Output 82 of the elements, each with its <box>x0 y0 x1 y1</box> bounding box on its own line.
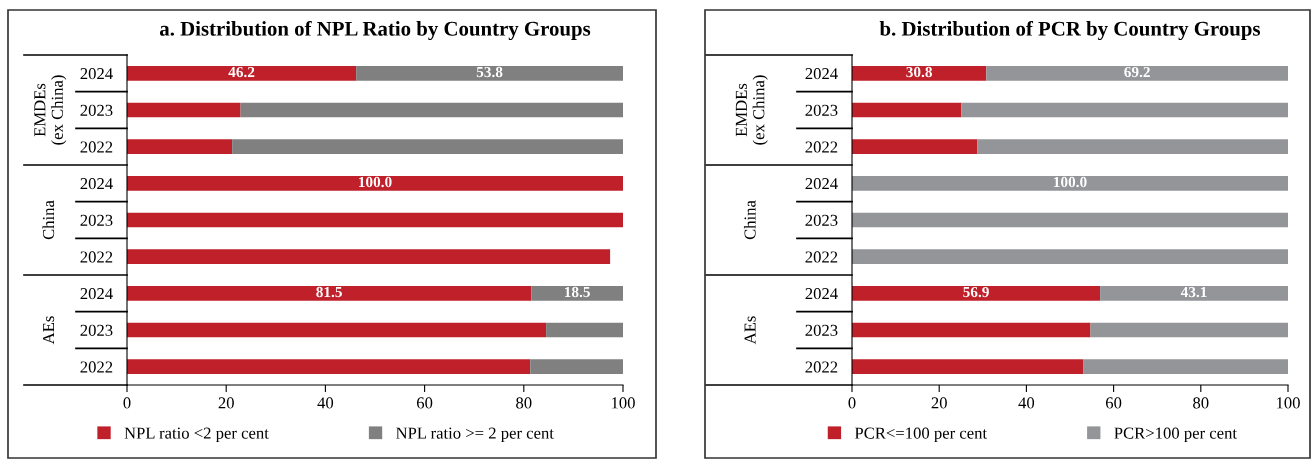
bar <box>127 176 623 191</box>
y-tick-label: 2024 <box>805 288 838 300</box>
legend-label: PCR<=100 per cent <box>854 427 987 443</box>
y-tick-label: 2023 <box>80 214 113 226</box>
y-tick-label: 2022 <box>80 141 113 153</box>
y-tick-label: 2024 <box>80 288 113 300</box>
data-label: 30.8 <box>906 66 933 78</box>
bar <box>127 66 357 81</box>
x-tick-label: 20 <box>218 397 234 409</box>
x-tick-label: 0 <box>123 397 131 409</box>
bar <box>127 102 241 118</box>
y-tick-label: 2022 <box>805 251 838 263</box>
bar <box>546 322 623 338</box>
bar <box>852 176 1288 191</box>
bar <box>240 102 623 118</box>
bar <box>852 139 978 154</box>
bar <box>852 249 1288 264</box>
data-label: 81.5 <box>316 286 342 298</box>
bar <box>1083 359 1288 374</box>
bar <box>356 66 623 81</box>
bar <box>961 102 1288 118</box>
x-tick-label: 80 <box>1193 397 1209 409</box>
x-tick-label: 20 <box>931 397 947 409</box>
data-label: 43.1 <box>1180 286 1207 298</box>
data-label: 46.2 <box>228 66 255 78</box>
y-tick-label: 2023 <box>80 324 113 336</box>
x-tick-label: 80 <box>516 397 532 409</box>
bar <box>852 66 987 81</box>
bar <box>852 322 1091 338</box>
bar <box>1090 322 1288 338</box>
data-label: 69.2 <box>1124 66 1150 78</box>
data-label: 100.0 <box>1054 176 1087 188</box>
data-label: 100.0 <box>359 176 392 188</box>
legend-label: NPL ratio >= 2 per cent <box>396 427 554 443</box>
bar <box>986 66 1288 81</box>
chart-title: a. Distribution of NPL Ratio by Country Groups <box>159 20 591 41</box>
y-tick-label: 2024 <box>80 178 113 190</box>
bar <box>127 139 233 154</box>
legend-label: NPL ratio <2 per cent <box>124 427 269 443</box>
text: AEs <box>43 316 55 345</box>
data-label: 53.8 <box>476 66 503 78</box>
y-tick-label: 2022 <box>80 361 113 373</box>
bar <box>977 139 1288 154</box>
x-tick-label: 0 <box>848 397 856 409</box>
bar <box>852 359 1084 374</box>
text: EMDEs (ex China) <box>735 75 768 145</box>
y-tick-label: 2023 <box>80 104 113 116</box>
y-tick-label: 2024 <box>805 178 838 190</box>
y-tick-label: 2022 <box>80 251 113 263</box>
x-tick-label: 100 <box>1276 397 1300 409</box>
y-tick-label: 2023 <box>805 214 838 226</box>
x-tick-label: 60 <box>416 397 433 409</box>
bar <box>531 286 623 301</box>
bar <box>1100 286 1288 301</box>
bar <box>127 249 611 264</box>
x-tick-label: 60 <box>1105 397 1122 409</box>
y-tick-label: 2024 <box>80 68 113 80</box>
bar <box>127 212 623 228</box>
text: AEs <box>744 316 756 345</box>
y-tick-label: 2023 <box>805 104 838 116</box>
bar <box>127 359 531 374</box>
x-tick-label: 100 <box>611 397 635 409</box>
bar <box>127 286 532 301</box>
chart-title: b. Distribution of PCR by Country Groups <box>879 20 1261 41</box>
legend-label: PCR>100 per cent <box>1114 427 1237 443</box>
x-tick-label: 40 <box>1018 397 1035 409</box>
text: China <box>42 200 55 240</box>
data-label: 56.9 <box>963 286 989 298</box>
y-tick-label: 2024 <box>805 68 838 80</box>
data-label: 18.5 <box>564 286 590 298</box>
text: China <box>743 200 756 240</box>
text: EMDEs (ex China) <box>34 75 67 145</box>
bar <box>852 286 1101 301</box>
bar <box>852 212 1288 228</box>
x-tick-label: 40 <box>317 397 334 409</box>
bar <box>530 359 623 374</box>
y-tick-label: 2023 <box>805 324 838 336</box>
bar <box>127 322 547 338</box>
bar <box>232 139 623 154</box>
y-tick-label: 2022 <box>805 141 838 153</box>
bar <box>852 102 962 118</box>
y-tick-label: 2022 <box>805 361 838 373</box>
